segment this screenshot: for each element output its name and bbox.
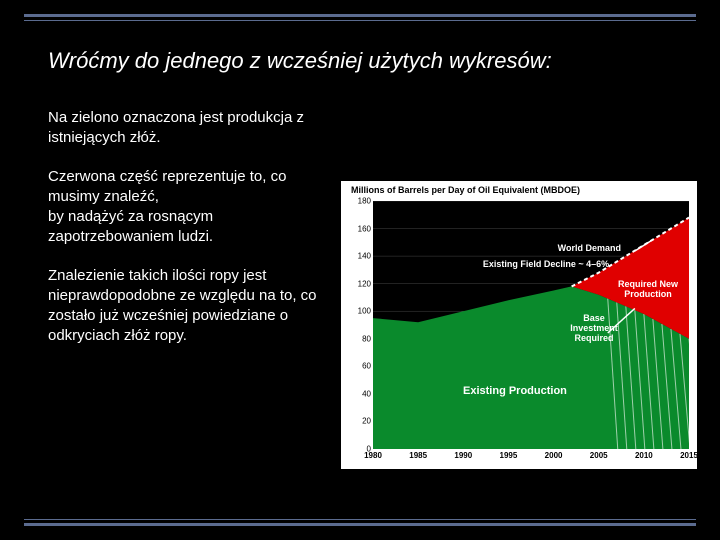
- oil-chart: Millions of Barrels per Day of Oil Equiv…: [340, 180, 698, 470]
- y-tick: 40: [347, 389, 371, 398]
- frame-rule-top: [24, 14, 696, 17]
- x-tick: 1980: [364, 451, 382, 460]
- base-investment-label: Base Investment Required: [559, 313, 629, 343]
- y-tick: 120: [347, 279, 371, 288]
- y-tick: 80: [347, 334, 371, 343]
- y-tick: 160: [347, 224, 371, 233]
- decline-label: Existing Field Decline ~ 4–6%: [443, 259, 649, 269]
- x-tick: 1985: [409, 451, 427, 460]
- y-tick: 180: [347, 197, 371, 206]
- frame-rule-bottom-thin: [24, 519, 696, 520]
- y-tick: 60: [347, 362, 371, 371]
- slide-title: Wróćmy do jednego z wcześniej użytych wy…: [48, 48, 680, 74]
- y-axis: 020406080100120140160180: [347, 201, 371, 449]
- frame-rule-top-thin: [24, 20, 696, 21]
- world-demand-label: World Demand: [558, 243, 621, 253]
- x-tick: 1990: [454, 451, 472, 460]
- existing-production-label: Existing Production: [463, 385, 567, 397]
- x-tick: 2010: [635, 451, 653, 460]
- y-tick: 140: [347, 252, 371, 261]
- x-tick: 2000: [545, 451, 563, 460]
- paragraph-3: Znalezienie takich ilości ropy jest niep…: [48, 266, 328, 347]
- slide-body: Na zielono oznaczona jest produkcja z is…: [48, 108, 328, 365]
- y-tick: 20: [347, 417, 371, 426]
- plot-svg: [373, 201, 689, 449]
- chart-title: Millions of Barrels per Day of Oil Equiv…: [351, 185, 580, 195]
- x-axis: 19801985199019952000200520102015: [373, 451, 689, 467]
- y-tick: 100: [347, 307, 371, 316]
- x-tick: 2015: [680, 451, 698, 460]
- paragraph-1: Na zielono oznaczona jest produkcja z is…: [48, 108, 328, 149]
- frame-rule-bottom: [24, 523, 696, 526]
- x-tick: 2005: [590, 451, 608, 460]
- plot-area: World Demand Existing Field Decline ~ 4–…: [373, 201, 689, 449]
- x-tick: 1995: [500, 451, 518, 460]
- paragraph-2: Czerwona część reprezentuje to, co musim…: [48, 167, 328, 248]
- required-new-label: Required New Production: [613, 279, 683, 299]
